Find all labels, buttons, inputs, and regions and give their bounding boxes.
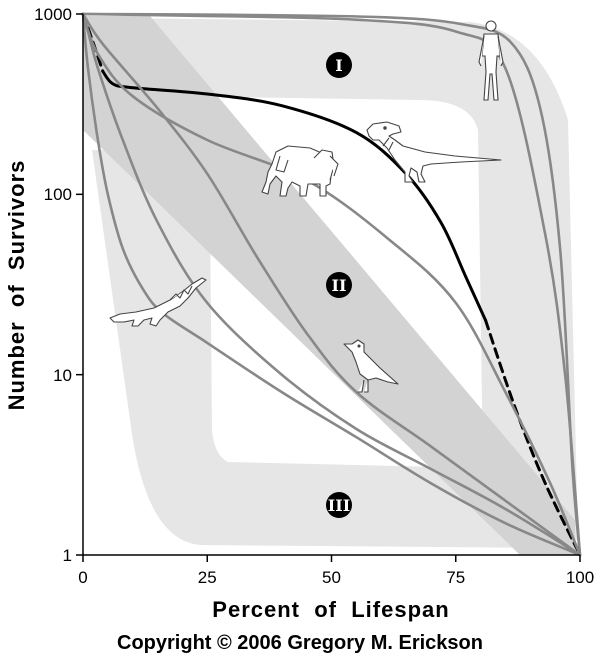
series-midLow (81, 12, 582, 557)
svg-text:I: I (335, 56, 342, 75)
human-icon (478, 20, 504, 101)
elephant-icon (261, 145, 339, 197)
y-ticks: 1 10 100 1000 (34, 5, 83, 565)
x-tick-label: 25 (198, 568, 217, 587)
songbird-icon (343, 339, 399, 393)
x-axis-title: Percent of Lifespan (212, 597, 449, 622)
series-crocodile (81, 12, 582, 557)
crocodile-icon (109, 277, 207, 327)
x-ticks: 0 25 50 75 100 (78, 555, 594, 587)
y-tick-label: 1000 (34, 5, 72, 24)
zone-label-I: I (326, 52, 352, 78)
x-tick-label: 100 (566, 568, 594, 587)
y-tick-label: 100 (44, 185, 72, 204)
series-bird (81, 12, 582, 557)
tyrannosaur-icon (366, 121, 502, 183)
x-tick-label: 0 (78, 568, 87, 587)
zone-label-II: II (326, 272, 352, 298)
x-tick-label: 50 (322, 568, 341, 587)
y-axis-title: Number of Survivors (4, 160, 29, 411)
svg-text:II: II (332, 276, 347, 295)
zone-label-III: III (326, 492, 352, 518)
y-tick-label: 1 (63, 546, 72, 565)
copyright-notice: Copyright © 2006 Gregory M. Erickson (117, 632, 483, 654)
svg-text:III: III (328, 496, 350, 515)
series-elephant (81, 12, 582, 557)
x-tick-label: 75 (446, 568, 465, 587)
y-tick-label: 10 (53, 366, 72, 385)
series-tyrannosaur-dashed (484, 318, 582, 557)
